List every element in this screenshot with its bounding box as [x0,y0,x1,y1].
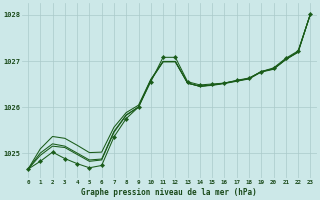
X-axis label: Graphe pression niveau de la mer (hPa): Graphe pression niveau de la mer (hPa) [81,188,257,197]
